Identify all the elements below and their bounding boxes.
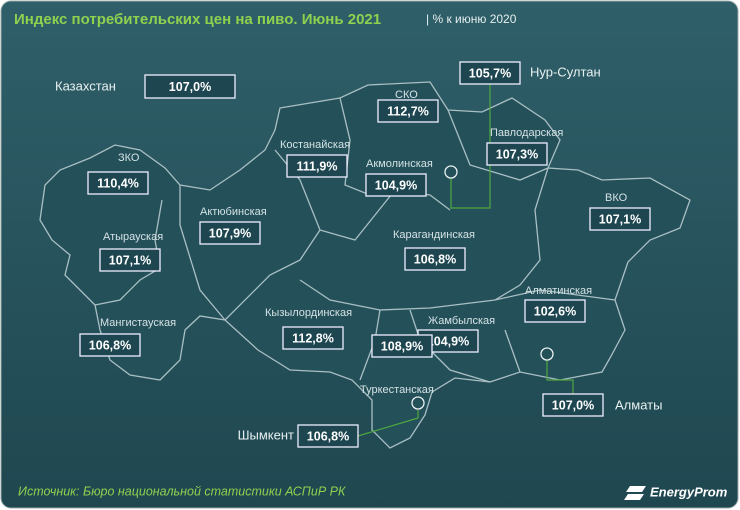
value-label: 105,7% (469, 66, 511, 80)
subtitle: | % к июню 2020 (426, 12, 517, 26)
connector (357, 410, 419, 437)
city-marker (444, 165, 458, 179)
value-label: 107,0% (169, 80, 211, 94)
value-label: 106,8% (307, 429, 349, 443)
city-markers (411, 165, 554, 410)
region-name: Жамбылская (428, 315, 495, 327)
value-box (87, 171, 149, 195)
value-label: 106,8% (89, 338, 131, 352)
region-name: Карагандинская (393, 229, 475, 241)
value-label: 104,9% (375, 178, 417, 192)
title: Индекс потребительских цен на пиво. Июнь… (14, 11, 381, 28)
value-box (486, 142, 548, 166)
city-marker (540, 347, 554, 361)
connector (546, 360, 574, 394)
logo: EnergyProm (650, 484, 728, 499)
city-name: Алматы (615, 397, 662, 412)
city-name: Шымкент (238, 427, 294, 442)
border (319, 189, 396, 241)
region-name: Алматинская (525, 285, 592, 297)
country-outline (39, 81, 691, 449)
region-name: Туркестанская (360, 384, 434, 396)
region-name: Мангистауская (100, 317, 176, 329)
value-box (365, 173, 427, 197)
value-box (99, 248, 161, 272)
value-box (371, 334, 433, 358)
border (447, 109, 549, 181)
border (299, 279, 616, 311)
value-box (286, 154, 348, 178)
value-label: 111,9% (296, 159, 337, 173)
region-name: Актюбинская (200, 206, 267, 218)
value-label: 107,0% (552, 398, 594, 412)
region-name: ВКО (605, 192, 628, 204)
value-box (199, 221, 261, 245)
region-name: Костанайская (280, 139, 350, 151)
value-box (282, 326, 344, 350)
value-label: 107,1% (109, 253, 151, 267)
value-box (404, 247, 466, 271)
city-name: Нур-Султан (530, 64, 601, 79)
region-name: Павлодарская (490, 127, 563, 139)
region-name: Кызылординская (265, 307, 352, 319)
value-box (297, 424, 359, 448)
value-label: 102,6% (534, 304, 576, 318)
value-box (79, 333, 141, 357)
value-label: 108,9% (381, 339, 423, 353)
border (409, 309, 491, 383)
value-label: 107,9% (209, 226, 251, 240)
value-label: 104,9% (427, 334, 469, 348)
value-label: 107,3% (496, 147, 538, 161)
city-marker (411, 396, 425, 410)
map (39, 81, 691, 449)
value-label: 112,7% (387, 104, 429, 118)
value-box (524, 299, 586, 323)
value-box (589, 207, 651, 231)
value-box (377, 99, 439, 123)
source: Источник: Бюро национальной статистики А… (18, 484, 346, 498)
region-name: ЗКО (118, 152, 140, 164)
value-label: 112,8% (292, 331, 334, 345)
border (494, 167, 549, 301)
value-label: 106,8% (414, 252, 456, 266)
region-name: Атырауская (103, 231, 163, 243)
region-name: СКО (395, 89, 418, 101)
country-name: Казахстан (55, 78, 116, 93)
region-name: Акмолинская (366, 158, 433, 170)
value-label: 110,4% (97, 176, 139, 190)
value-box (144, 74, 236, 99)
logo-icon (624, 486, 646, 500)
value-box (542, 393, 604, 417)
border (94, 199, 163, 306)
border (504, 329, 521, 373)
value-box (459, 61, 521, 85)
value-label: 107,1% (599, 212, 641, 226)
border (179, 185, 226, 321)
